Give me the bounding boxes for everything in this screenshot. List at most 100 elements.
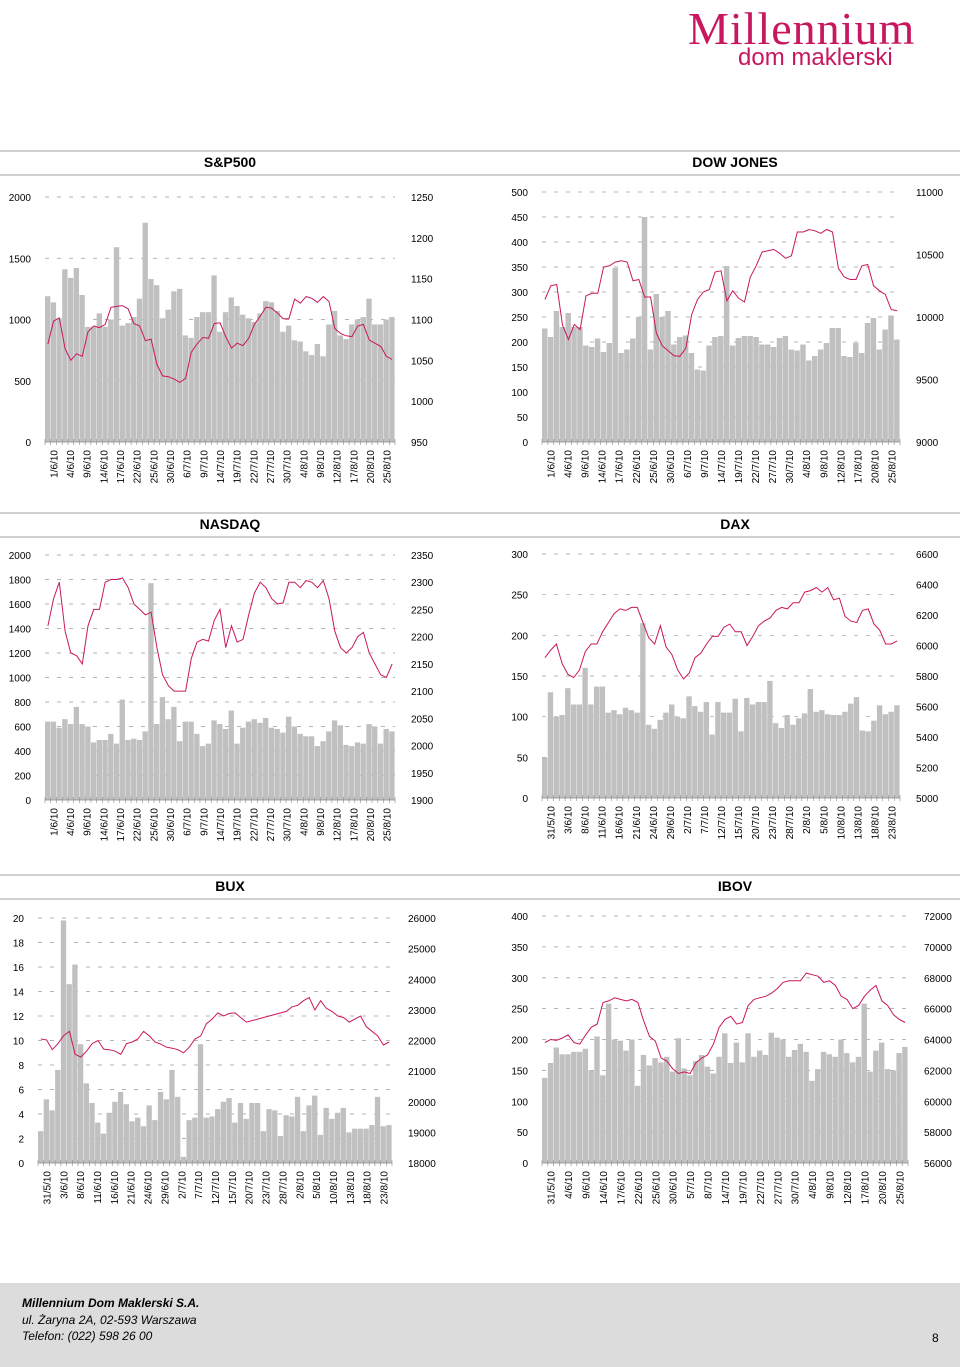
bar [372, 726, 378, 800]
bar [747, 336, 753, 442]
x-tick-label: 9/6/10 [581, 450, 592, 478]
bar [641, 217, 648, 442]
x-tick-label: 30/7/10 [283, 450, 294, 484]
x-tick-label: 19/7/10 [233, 808, 244, 842]
bar [605, 1003, 612, 1163]
x-tick-label: 20/8/10 [870, 450, 881, 484]
x-tick-label: 14/6/10 [598, 450, 609, 484]
x-tick-label: 22/7/10 [249, 450, 260, 484]
x-tick-label: 30/7/10 [283, 808, 294, 842]
y-tick-label: 2000 [9, 551, 32, 562]
bar [222, 312, 229, 442]
bar [716, 1056, 722, 1163]
bar [194, 317, 200, 442]
bar [383, 728, 389, 800]
x-tick-label: 12/7/10 [211, 1171, 222, 1205]
x-tick-label: 20/8/10 [366, 808, 377, 842]
bar [331, 720, 338, 800]
bar [300, 1131, 306, 1163]
bar [377, 743, 384, 800]
bar [894, 339, 900, 442]
bar [599, 686, 606, 798]
y-tick-label: 500 [14, 377, 31, 388]
y-tick-label: 250 [511, 591, 528, 602]
bar [169, 1069, 175, 1163]
bar [732, 698, 738, 798]
bar [768, 1032, 774, 1163]
bar [767, 680, 773, 798]
bar [547, 337, 554, 442]
bar [102, 739, 108, 800]
bar [704, 1066, 711, 1163]
x-tick-label: 23/8/10 [887, 806, 898, 840]
x-tick-label: 23/8/10 [380, 1171, 391, 1205]
bar [73, 268, 80, 442]
x-tick-label: 12/8/10 [843, 1171, 854, 1205]
bar [108, 733, 114, 800]
x-tick-label: 22/6/10 [632, 450, 643, 484]
x-tick-label: 20/8/10 [366, 450, 377, 484]
bar [721, 712, 727, 798]
x-tick-label: 7/7/10 [700, 806, 711, 834]
y2-tick-label: 56000 [924, 1159, 952, 1170]
bar [640, 623, 646, 798]
x-tick-label: 9/7/10 [199, 808, 210, 836]
x-tick-label: 22/7/10 [249, 808, 260, 842]
y2-tick-label: 6000 [916, 642, 939, 653]
bar [320, 741, 326, 800]
bar [859, 730, 865, 798]
bar [600, 1075, 606, 1163]
x-tick-label: 2/7/10 [683, 806, 694, 834]
bar [175, 1096, 181, 1163]
y2-tick-label: 21000 [408, 1067, 436, 1078]
bar [722, 1033, 728, 1163]
bar [159, 318, 166, 442]
bar [297, 733, 303, 800]
bar [274, 728, 280, 800]
x-tick-label: 15/7/10 [734, 806, 745, 840]
y2-tick-label: 1250 [411, 193, 434, 204]
bar [90, 742, 97, 800]
x-tick-label: 9/8/10 [316, 808, 327, 836]
bar [861, 1003, 867, 1163]
bar [56, 727, 62, 800]
bar [542, 757, 548, 798]
bar [629, 1039, 635, 1163]
y2-tick-label: 1950 [411, 769, 434, 780]
x-tick-label: 18/8/10 [870, 806, 881, 840]
bar [882, 329, 888, 442]
x-tick-label: 30/6/10 [666, 450, 677, 484]
y2-tick-label: 18000 [408, 1159, 436, 1170]
bar [136, 298, 143, 442]
bar [832, 1056, 838, 1163]
bar [228, 297, 234, 442]
y2-tick-label: 2250 [411, 605, 434, 616]
y-tick-label: 10 [13, 1037, 25, 1048]
y2-tick-label: 62000 [924, 1066, 952, 1077]
x-tick-label: 25/6/10 [149, 450, 160, 484]
bar [801, 713, 808, 798]
bar [50, 302, 57, 442]
y-tick-label: 100 [511, 388, 528, 399]
bar [762, 1054, 769, 1163]
index-line [47, 295, 393, 383]
chart-title-ibov: IBOV [717, 878, 753, 894]
bar [849, 1062, 856, 1163]
index-line [47, 577, 393, 692]
bar [123, 1104, 129, 1163]
y-tick-label: 0 [522, 794, 528, 805]
bar [43, 1099, 50, 1163]
x-tick-label: 1/6/10 [547, 450, 558, 478]
bar [119, 699, 125, 800]
bar [847, 357, 853, 442]
y-tick-label: 20 [13, 914, 25, 925]
bar [102, 326, 108, 442]
y2-tick-label: 6600 [916, 550, 939, 561]
bar [199, 746, 206, 800]
bar [294, 1096, 301, 1163]
bar [675, 1038, 682, 1163]
bar [291, 340, 298, 442]
bar [646, 1065, 652, 1163]
x-tick-label: 17/8/10 [860, 1171, 871, 1205]
